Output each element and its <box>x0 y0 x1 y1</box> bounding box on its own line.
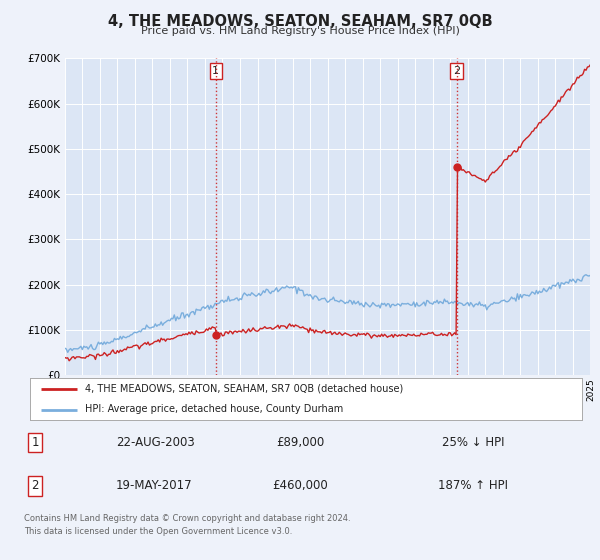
Text: Price paid vs. HM Land Registry's House Price Index (HPI): Price paid vs. HM Land Registry's House … <box>140 26 460 36</box>
Text: 22-AUG-2003: 22-AUG-2003 <box>116 436 194 449</box>
Text: Contains HM Land Registry data © Crown copyright and database right 2024.
This d: Contains HM Land Registry data © Crown c… <box>24 514 350 535</box>
Text: 187% ↑ HPI: 187% ↑ HPI <box>438 479 508 492</box>
Text: 4, THE MEADOWS, SEATON, SEAHAM, SR7 0QB: 4, THE MEADOWS, SEATON, SEAHAM, SR7 0QB <box>107 14 493 29</box>
Text: 1: 1 <box>212 66 220 76</box>
Text: 25% ↓ HPI: 25% ↓ HPI <box>442 436 504 449</box>
Text: HPI: Average price, detached house, County Durham: HPI: Average price, detached house, Coun… <box>85 404 343 414</box>
Text: £460,000: £460,000 <box>272 479 328 492</box>
Text: 4, THE MEADOWS, SEATON, SEAHAM, SR7 0QB (detached house): 4, THE MEADOWS, SEATON, SEAHAM, SR7 0QB … <box>85 384 403 394</box>
Text: 19-MAY-2017: 19-MAY-2017 <box>116 479 193 492</box>
Text: £89,000: £89,000 <box>276 436 324 449</box>
Text: 1: 1 <box>31 436 39 449</box>
Text: 2: 2 <box>453 66 460 76</box>
Text: 2: 2 <box>31 479 39 492</box>
